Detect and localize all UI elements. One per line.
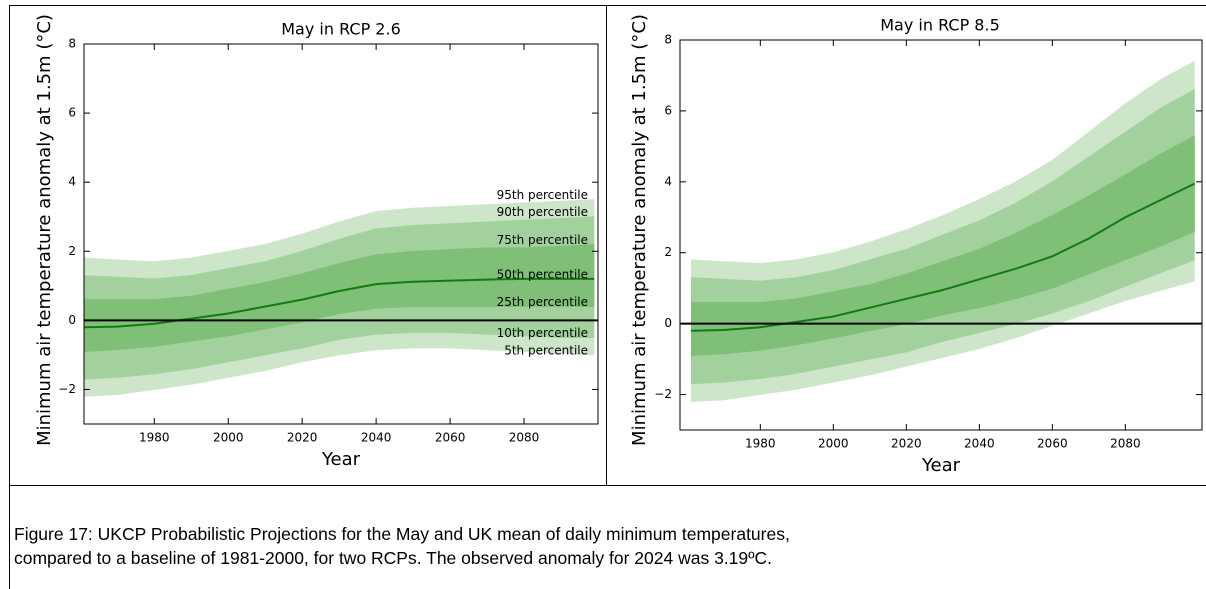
x-axis-label: Year <box>321 449 361 470</box>
percentile-line <box>690 280 1195 402</box>
y-axis-label: Minimum air temperature anomaly at 1.5m … <box>34 14 55 446</box>
percentile-label: 75th percentile <box>497 233 588 247</box>
x-tick-label: 2040 <box>964 437 995 451</box>
x-tick-label: 2080 <box>509 431 540 445</box>
percentile-label: 95th percentile <box>497 188 588 202</box>
x-tick-label: 2040 <box>361 431 392 445</box>
percentile-line <box>690 259 1195 385</box>
x-tick-label: 2020 <box>287 431 318 445</box>
x-axis-label: Year <box>921 455 961 476</box>
y-axis-label: Minimum air temperature anomaly at 1.5m … <box>629 14 650 446</box>
y-tick-label: 2 <box>664 245 672 259</box>
x-tick-label: 2080 <box>1110 437 1141 451</box>
chart-panel: 5th percentile 10th percentile 25th percen… <box>34 14 599 470</box>
percentile-line <box>83 347 595 397</box>
y-tick-label: 6 <box>68 106 76 120</box>
percentile-line <box>691 135 1195 303</box>
x-tick-label: 1980 <box>745 437 776 451</box>
plot-frame <box>83 43 599 425</box>
x-tick-label: 2000 <box>213 431 244 445</box>
y-tick-label: −2 <box>58 382 76 396</box>
percentile-line <box>83 306 595 352</box>
y-tick-label: 2 <box>68 244 76 258</box>
x-tick-label: 2020 <box>891 437 922 451</box>
median-line <box>690 182 1196 332</box>
y-tick-label: −2 <box>654 387 672 401</box>
x-tick-label: 2000 <box>818 437 849 451</box>
x-tick-label: 1980 <box>139 431 170 445</box>
caption: Figure 17: UKCP Probabilistic Projection… <box>14 524 790 568</box>
median-line <box>83 277 595 329</box>
percentile-line <box>83 199 595 263</box>
percentile-band <box>690 135 1195 356</box>
y-tick-label: 8 <box>68 37 76 51</box>
percentile-line <box>84 244 595 300</box>
chart-title: May in RCP 8.5 <box>880 16 1000 35</box>
percentile-label: 5th percentile <box>504 343 588 357</box>
x-tick-label: 2060 <box>435 431 466 445</box>
y-tick-label: 0 <box>664 316 672 330</box>
percentile-label: 90th percentile <box>497 205 588 219</box>
percentile-line <box>83 216 595 280</box>
percentile-label: 10th percentile <box>497 326 588 340</box>
percentile-line <box>690 231 1195 356</box>
x-tick-label: 2060 <box>1037 437 1068 451</box>
y-tick-label: 8 <box>664 33 672 47</box>
y-tick-label: 4 <box>68 175 76 189</box>
percentile-line <box>690 60 1195 264</box>
y-tick-label: 4 <box>664 174 672 188</box>
y-tick-label: 6 <box>664 103 672 117</box>
percentile-line <box>83 332 595 380</box>
percentile-line <box>690 89 1195 282</box>
y-tick-label: 0 <box>68 313 76 327</box>
chart-panel: −2 0 2 4 6 8 1980 2000 2020 2040 2060 2080 May in RC… <box>629 14 1203 476</box>
plot-frame <box>679 39 1203 431</box>
chart-title: May in RCP 2.6 <box>281 20 401 39</box>
percentile-label: 50th percentile <box>497 267 588 281</box>
percentile-label: 25th percentile <box>497 295 588 309</box>
percentile-band <box>84 244 595 352</box>
